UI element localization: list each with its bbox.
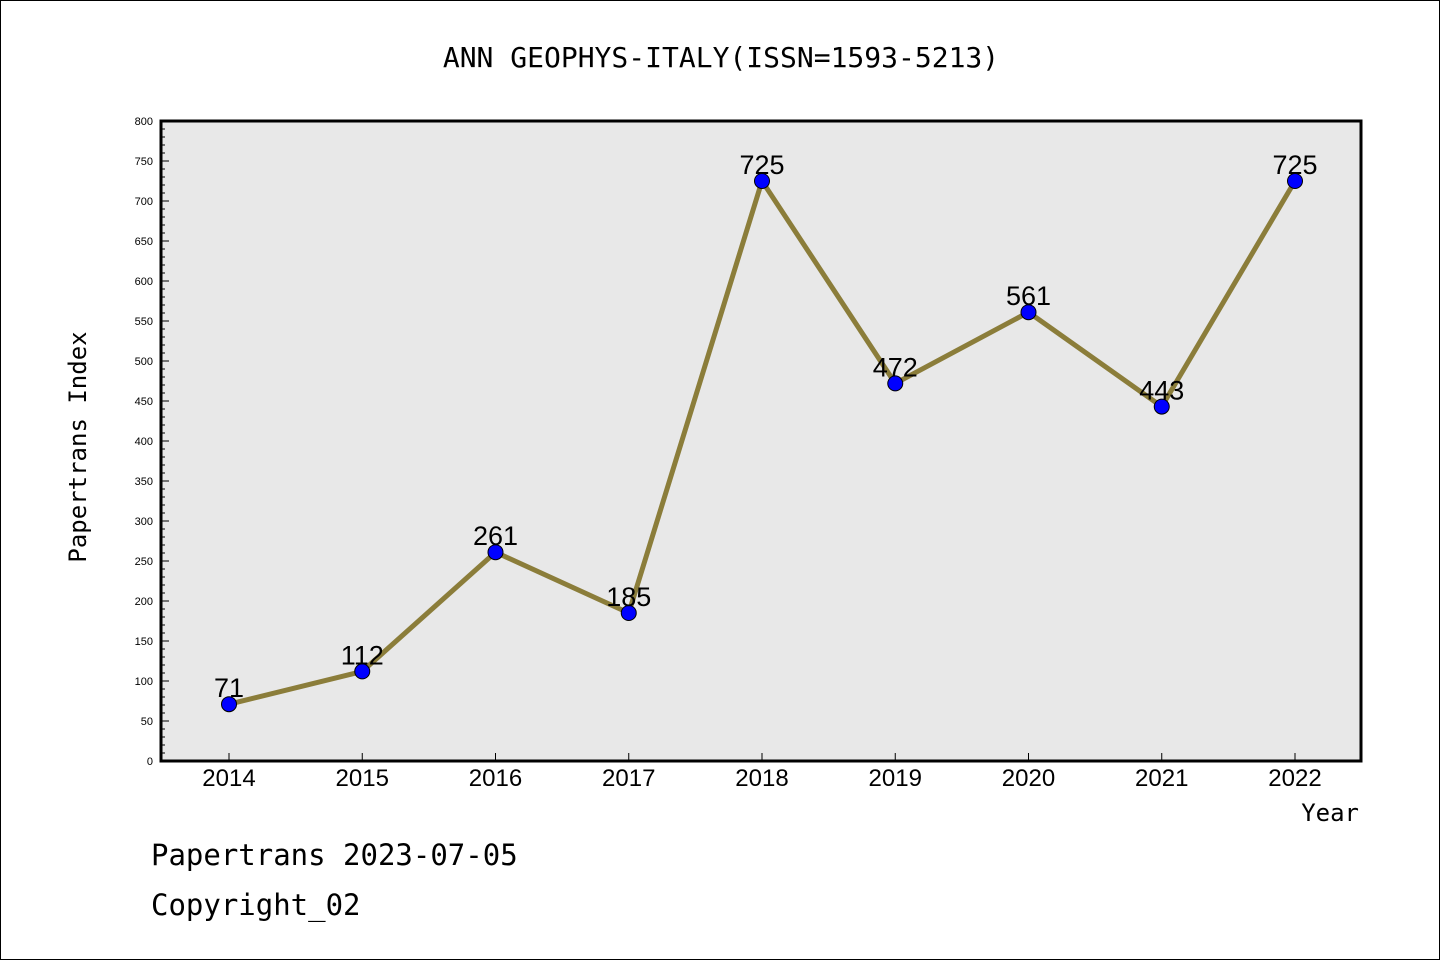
data-point: [487, 544, 504, 561]
x-tick-label: 2021: [1135, 765, 1188, 792]
data-point: [1153, 398, 1170, 415]
y-tick-label: 800: [135, 116, 153, 128]
y-tick-label: 750: [135, 156, 153, 168]
plot-area: [159, 119, 1363, 763]
data-label: 725: [739, 150, 784, 180]
data-point: [620, 605, 637, 621]
x-axis-label: Year: [1301, 799, 1359, 827]
x-tick-label: 2017: [602, 765, 655, 792]
x-tick-label: 2015: [336, 765, 389, 792]
data-label: 472: [873, 352, 918, 382]
data-label: 112: [341, 640, 384, 670]
y-tick-label: 150: [135, 636, 153, 648]
y-tick-label: 350: [135, 476, 153, 488]
y-tick-label: 200: [135, 596, 153, 608]
x-tick-label: 2016: [469, 765, 522, 792]
x-tick-label: 2022: [1268, 765, 1321, 792]
footer-copyright: Copyright_02: [151, 888, 361, 923]
data-label: 185: [606, 582, 651, 612]
footer-date: Papertrans 2023-07-05: [151, 838, 518, 872]
y-tick-label: 300: [135, 516, 153, 528]
data-label: 725: [1272, 150, 1317, 180]
y-tick-label: 600: [135, 276, 153, 288]
data-label: 71: [214, 673, 244, 703]
data-point: [1287, 173, 1303, 189]
data-label: 261: [473, 521, 518, 551]
y-tick-label: 500: [135, 356, 153, 368]
y-tick-label: 650: [135, 236, 153, 248]
x-tick-label: 2019: [869, 765, 922, 792]
y-tick-label: 550: [135, 316, 153, 328]
data-point: [1020, 304, 1037, 321]
y-tick-label: 400: [135, 436, 153, 448]
y-axis-label: Papertrans Index: [64, 331, 92, 562]
data-point: [354, 663, 371, 680]
data-point: [221, 696, 237, 713]
x-tick-label: 2020: [1002, 765, 1055, 792]
x-tick-label: 2014: [202, 765, 255, 792]
chart-title: ANN GEOPHYS-ITALY(ISSN=1593-5213): [443, 41, 999, 74]
y-tick-label: 700: [135, 196, 153, 208]
y-axis-ticks: 0 50 100 150 200 250 300 350 400 450 500 550 600 650 7…: [135, 116, 169, 768]
data-label: 561: [1006, 281, 1051, 311]
x-axis-ticks: 2014 2015 2016 2017 2018 2019 2020 2021 2022: [202, 753, 1322, 792]
y-tick-label: 0: [147, 756, 153, 768]
y-tick-label: 450: [135, 396, 153, 408]
y-tick-label: 100: [135, 676, 153, 688]
data-label: 443: [1139, 376, 1184, 406]
data-point: [887, 375, 904, 392]
data-markers: [221, 173, 1303, 713]
data-labels: 71 112 261 185 725 472 561 443 725: [214, 150, 1318, 703]
y-tick-label: 50: [141, 716, 153, 728]
data-point: [754, 173, 770, 189]
y-tick-label: 250: [135, 556, 153, 568]
x-tick-label: 2018: [735, 765, 788, 792]
